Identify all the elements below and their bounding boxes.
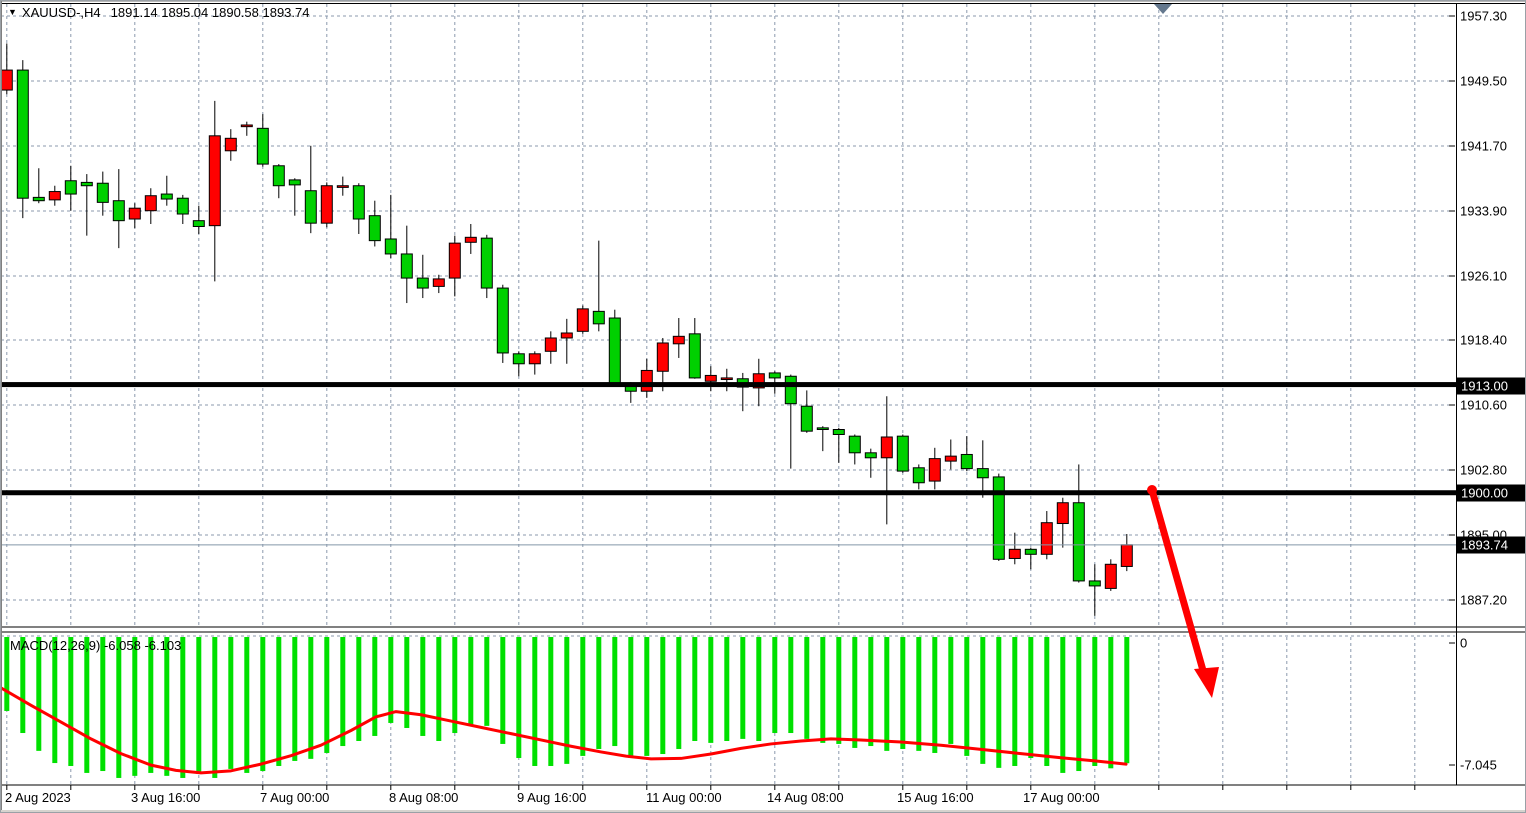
price-axis-label: 1887.20 [1460,592,1507,608]
price-axis-label: 1949.50 [1460,73,1507,89]
time-axis-label: 15 Aug 16:00 [897,790,974,805]
price-axis-label: 1910.60 [1460,397,1507,413]
scroll-marker-icon [1154,4,1172,14]
chart-title: ▼ XAUUSD-,H4 1891.14 1895.04 1890.58 1893.… [8,5,309,20]
symbol-marker-icon: ▼ [8,7,17,17]
ohlc-values: 1891.14 1895.04 1890.58 1893.74 [110,5,310,20]
price-axis-label: 1926.10 [1460,268,1507,284]
time-axis-label: 9 Aug 16:00 [517,790,587,805]
symbol-period-label: XAUUSD-,H4 [21,5,101,20]
time-axis-label: 3 Aug 16:00 [131,790,201,805]
time-axis-label: 11 Aug 00:00 [646,790,722,805]
indicator-macd-value: -6.058 [103,638,141,653]
price-axis-label: 1918.40 [1460,332,1507,348]
price-axis-label-highlight: 1913.00 [1457,377,1525,395]
macd-axis-label: 0 [1460,635,1468,651]
price-axis-label-highlight: 1900.00 [1457,484,1525,502]
indicator-name: MACD(12,26,9) [10,638,101,653]
price-axis-label: 1933.90 [1460,203,1507,219]
time-axis-label: 7 Aug 00:00 [260,790,330,805]
time-axis-label: 2 Aug 2023 [5,790,71,805]
time-axis-label: 14 Aug 08:00 [767,790,844,805]
indicator-label: MACD(12,26,9) -6.058 -6.103 [10,638,181,653]
time-axis-label: 8 Aug 08:00 [389,790,459,805]
macd-axis-label: -7.045 [1460,757,1497,773]
down-arrow-annotation [1194,667,1219,698]
price-axis-label: 1941.70 [1460,138,1507,154]
time-axis-label: 17 Aug 00:00 [1023,790,1100,805]
price-axis-label: 1957.30 [1460,8,1507,24]
indicator-signal-value: -6.103 [144,638,182,653]
price-axis-label-highlight: 1893.74 [1457,536,1525,554]
price-axis-label: 1902.80 [1460,462,1507,478]
